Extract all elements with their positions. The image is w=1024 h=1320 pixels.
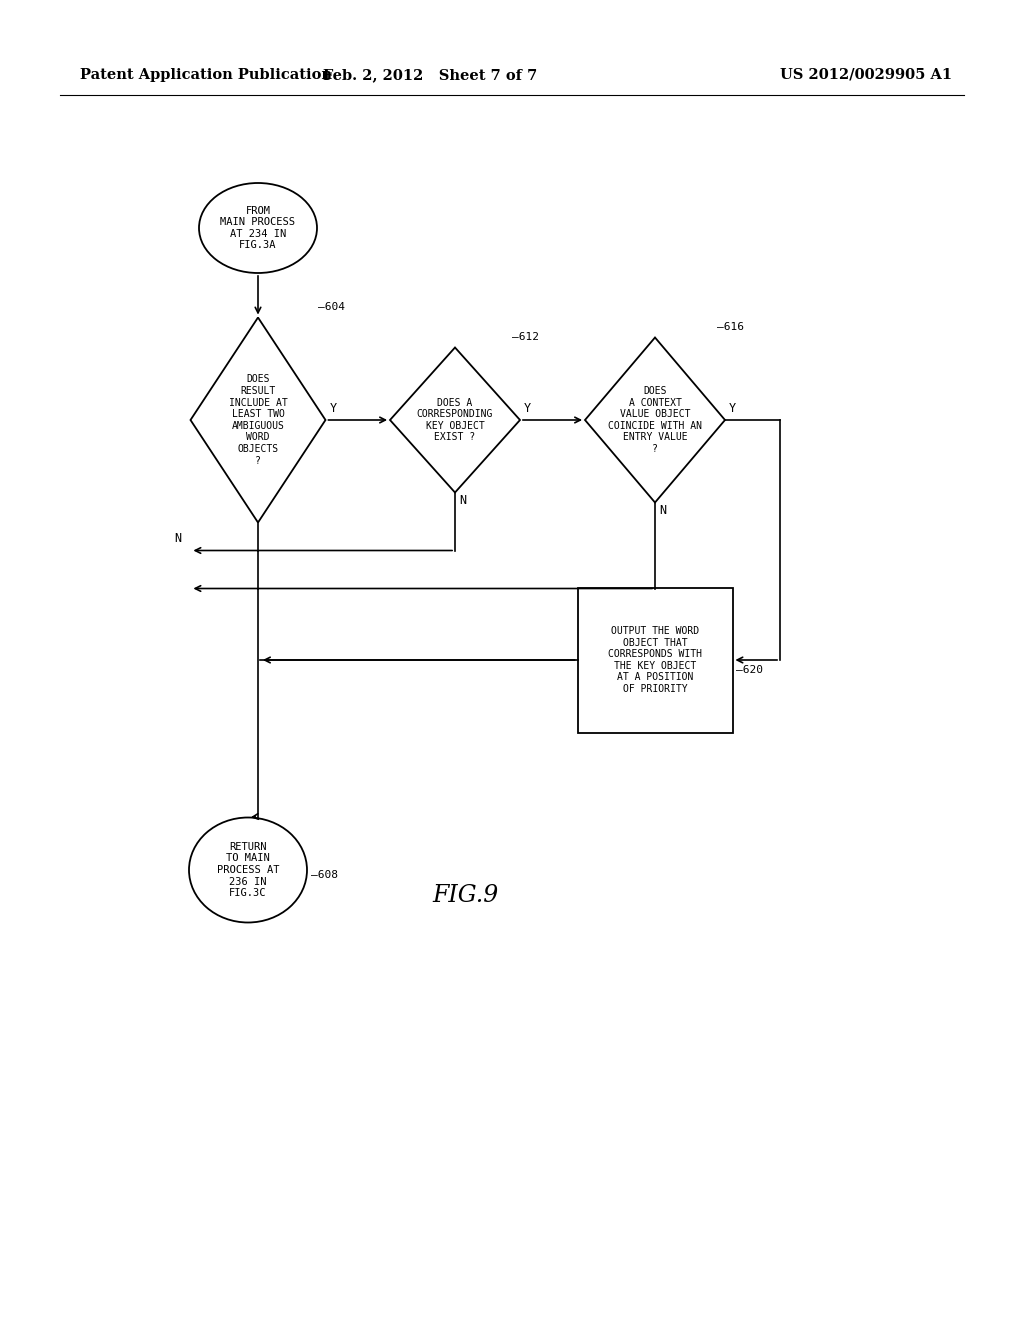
Text: —612: —612 [512, 331, 539, 342]
Text: —608: —608 [311, 870, 338, 880]
Text: Y: Y [729, 401, 736, 414]
Text: DOES
A CONTEXT
VALUE OBJECT
COINCIDE WITH AN
ENTRY VALUE
?: DOES A CONTEXT VALUE OBJECT COINCIDE WIT… [608, 385, 702, 454]
Text: N: N [459, 494, 466, 507]
Text: Y: Y [330, 401, 337, 414]
Text: —604: —604 [317, 301, 344, 312]
Text: Y: Y [524, 401, 531, 414]
Text: FROM
MAIN PROCESS
AT 234 IN
FIG.3A: FROM MAIN PROCESS AT 234 IN FIG.3A [220, 206, 296, 251]
Text: OUTPUT THE WORD
OBJECT THAT
CORRESPONDS WITH
THE KEY OBJECT
AT A POSITION
OF PRI: OUTPUT THE WORD OBJECT THAT CORRESPONDS … [608, 626, 702, 694]
Text: —620: —620 [736, 665, 764, 675]
Text: Feb. 2, 2012   Sheet 7 of 7: Feb. 2, 2012 Sheet 7 of 7 [323, 69, 538, 82]
Text: DOES A
CORRESPONDING
KEY OBJECT
EXIST ?: DOES A CORRESPONDING KEY OBJECT EXIST ? [417, 397, 494, 442]
Text: —616: —616 [717, 322, 744, 331]
Text: N: N [174, 532, 181, 545]
Bar [578, 587, 732, 733]
Text: DOES
RESULT
INCLUDE AT
LEAST TWO
AMBIGUOUS
WORD
OBJECTS
?: DOES RESULT INCLUDE AT LEAST TWO AMBIGUO… [228, 375, 288, 466]
Text: US 2012/0029905 A1: US 2012/0029905 A1 [780, 69, 952, 82]
Text: N: N [659, 504, 667, 517]
Text: RETURN
TO MAIN
PROCESS AT
236 IN
FIG.3C: RETURN TO MAIN PROCESS AT 236 IN FIG.3C [217, 842, 280, 898]
Text: FIG.9: FIG.9 [432, 883, 498, 907]
Text: Patent Application Publication: Patent Application Publication [80, 69, 332, 82]
